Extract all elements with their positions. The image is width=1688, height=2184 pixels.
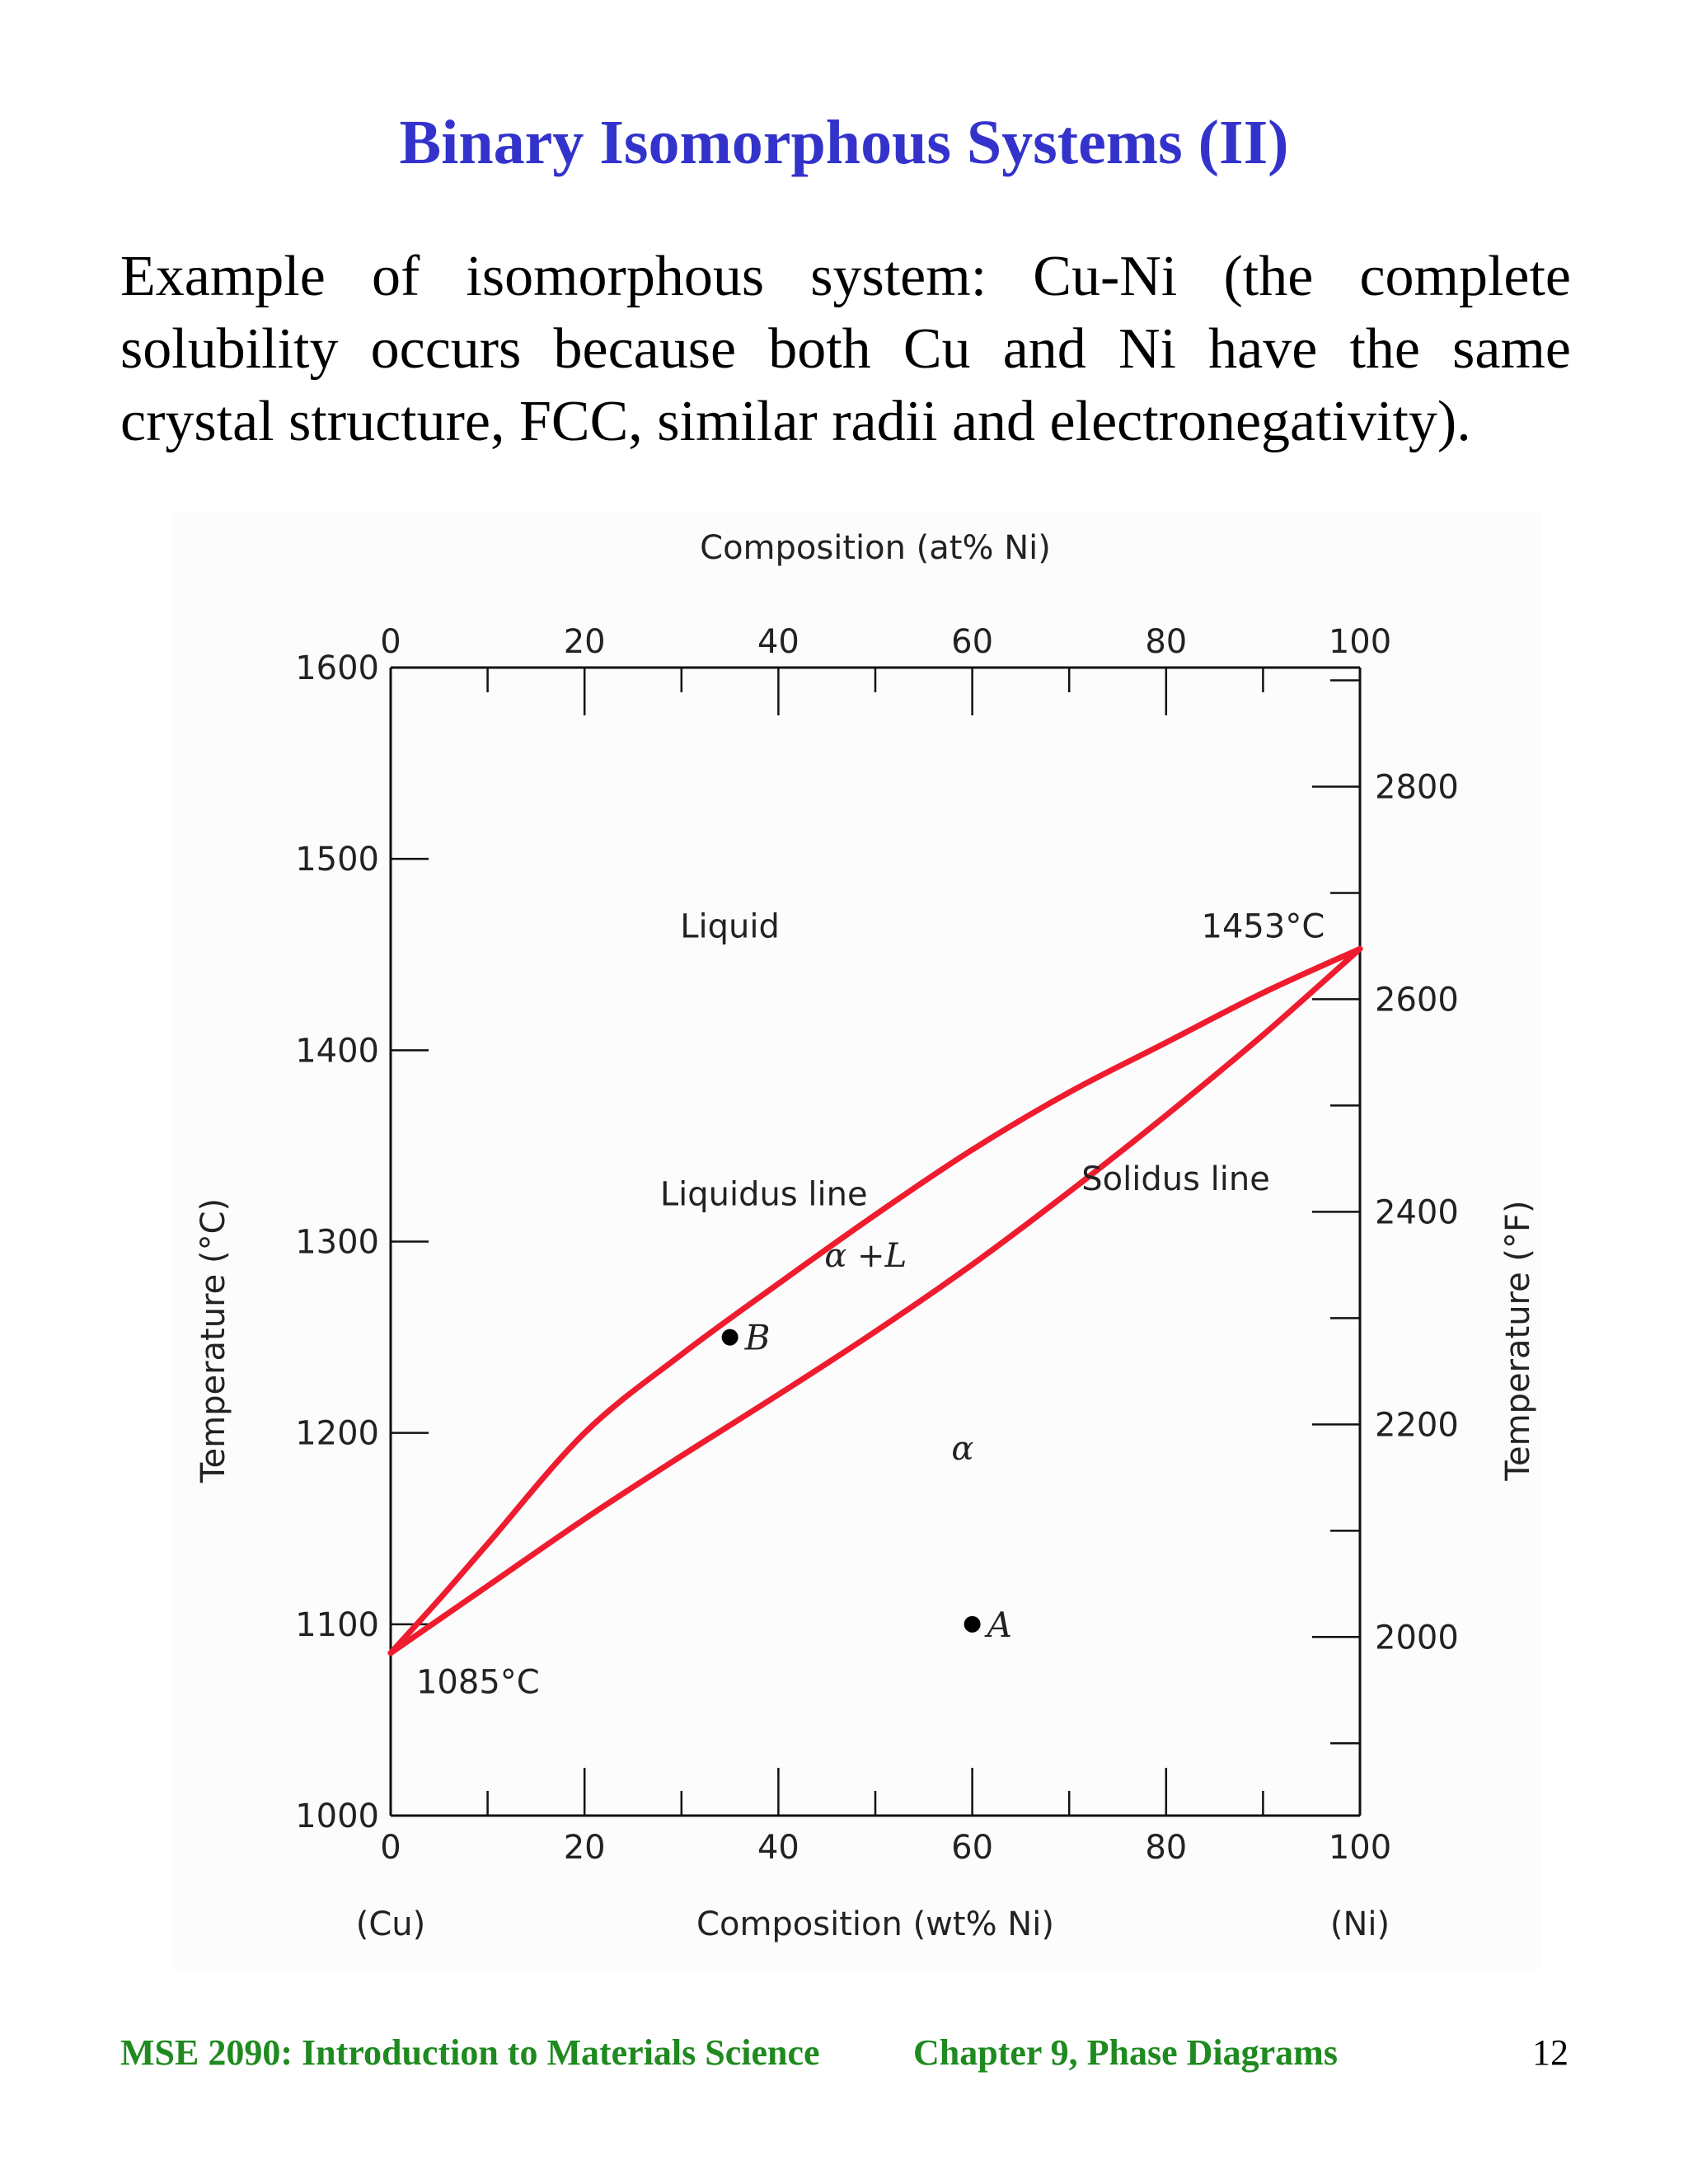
x-tick-label-bottom: 60 [951, 1829, 993, 1867]
y-tick-label-right: 2000 [1375, 1619, 1459, 1657]
point-label-a: A [984, 1605, 1012, 1645]
x-tick-label-top: 80 [1145, 623, 1187, 661]
y-tick-label-left: 1000 [295, 1797, 379, 1835]
x-tick-label-top: 40 [757, 623, 799, 661]
x-tick-label-top: 20 [564, 623, 606, 661]
y-tick-label-left: 1500 [295, 841, 379, 879]
y-tick-label-right: 2200 [1375, 1406, 1459, 1444]
cu-melting-point-label: 1085°C [416, 1663, 540, 1701]
slide-body-text: Example of isomorphous system: Cu-Ni (th… [120, 245, 1571, 453]
footer-chapter: Chapter 9, Phase Diagrams [913, 2032, 1338, 2073]
page-number: 12 [1532, 2032, 1568, 2073]
y-tick-label-right: 2400 [1375, 1193, 1459, 1231]
cu-ni-phase-diagram: 0 0 20 20 40 40 60 60 80 80 100 100 1000 1100 1200 1300… [195, 529, 1537, 1943]
slide-title: Binary Isomorphous Systems (II) [399, 108, 1289, 177]
solidus-curve [387, 945, 1363, 1657]
alpha-plus-liquid-label: α +L [824, 1237, 907, 1275]
x-axis-title-top: Composition (at% Ni) [700, 529, 1051, 567]
y-tick-label-left: 1100 [295, 1606, 379, 1644]
x-tick-label-bottom: 40 [757, 1829, 799, 1867]
x-tick-label-bottom: 0 [380, 1829, 401, 1867]
x-tick-label-bottom: 80 [1145, 1829, 1187, 1867]
y-tick-label-right: 2800 [1375, 768, 1459, 806]
point-label-b: B [744, 1318, 771, 1358]
solidus-line-label: Solidus line [1081, 1160, 1270, 1198]
y-tick-label-right: 2600 [1375, 981, 1459, 1019]
footer-course: MSE 2090: Introduction to Materials Scie… [120, 2032, 820, 2073]
y-axis-title-left: Temperature (°C) [195, 1198, 232, 1483]
cu-end-label: (Cu) [356, 1905, 426, 1943]
x-tick-label-top: 60 [951, 623, 993, 661]
y-tick-label-left: 1300 [295, 1224, 379, 1262]
ni-end-label: (Ni) [1330, 1905, 1390, 1943]
x-axis-title-bottom: Composition (wt% Ni) [696, 1905, 1054, 1943]
point-a [964, 1615, 981, 1633]
x-tick-label-top: 0 [380, 623, 401, 661]
y-tick-label-left: 1200 [295, 1415, 379, 1453]
y-tick-label-left: 1400 [295, 1032, 379, 1070]
alpha-region-label: α [951, 1430, 973, 1468]
x-tick-label-bottom: 100 [1329, 1829, 1391, 1867]
liquidus-line-label: Liquidus line [660, 1175, 868, 1213]
phase-diagram-figure: 0 0 20 20 40 40 60 60 80 80 100 100 1000 1100 1200 1300… [173, 511, 1541, 1970]
point-b [721, 1329, 738, 1346]
liquid-region-label: Liquid [680, 907, 780, 945]
x-tick-label-top: 100 [1329, 623, 1391, 661]
y-tick-label-left: 1600 [295, 649, 379, 687]
x-tick-label-bottom: 20 [564, 1829, 606, 1867]
y-axis-title-right: Temperature (°F) [1499, 1200, 1537, 1481]
ni-melting-point-label: 1453°C [1202, 907, 1325, 945]
liquidus-curve [387, 945, 1363, 1657]
